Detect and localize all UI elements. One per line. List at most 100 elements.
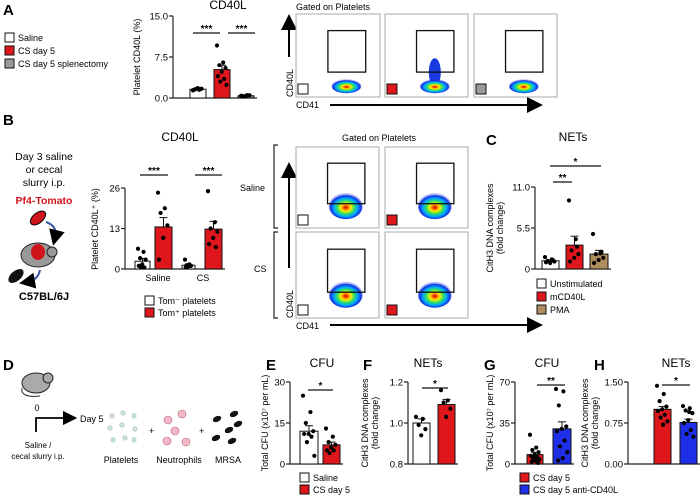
platelet-icon bbox=[110, 437, 116, 443]
legend-swatch bbox=[144, 307, 155, 318]
y-tick-label: 70 bbox=[499, 378, 510, 389]
data-point bbox=[657, 399, 662, 404]
data-point bbox=[660, 407, 665, 412]
bracket-saline bbox=[273, 144, 278, 229]
data-point bbox=[556, 403, 561, 408]
data-point bbox=[303, 420, 308, 426]
data-point bbox=[557, 444, 563, 449]
schematic-b: Day 3 saline or cecal slurry i.p. Pf4-To… bbox=[8, 151, 73, 303]
data-point bbox=[543, 260, 549, 265]
bar bbox=[154, 226, 173, 270]
data-point bbox=[665, 419, 670, 424]
neutrophil-icon bbox=[163, 415, 173, 425]
bar bbox=[204, 228, 223, 270]
data-point bbox=[596, 257, 601, 263]
y-tick-label: 0 bbox=[505, 460, 510, 471]
chart-a: CD40L Platelet CD40L (%) 0.0 7.5 15.0 *** *** bbox=[132, 0, 257, 105]
data-point bbox=[333, 442, 338, 447]
timepoint-day5: Day 5 bbox=[80, 414, 104, 424]
row-label-saline: Saline bbox=[240, 183, 265, 193]
data-point bbox=[239, 93, 244, 98]
group-swatch bbox=[386, 214, 398, 226]
y-axis-label: CitH3 DNA complexes bbox=[485, 183, 495, 273]
row-label-cs: CS bbox=[254, 264, 267, 274]
data-point bbox=[215, 229, 220, 234]
data-point bbox=[326, 440, 331, 445]
chart-e: CFU Total CFU (x10⁷ per mL) 0 15 30 * bbox=[260, 356, 343, 471]
data-point bbox=[687, 409, 692, 415]
data-point bbox=[329, 445, 334, 450]
y-axis-label: CitH3 DNA complexes bbox=[360, 378, 370, 468]
data-point bbox=[211, 235, 216, 240]
gate bbox=[326, 162, 366, 205]
mouse-icon bbox=[21, 372, 54, 397]
platelet-icon bbox=[131, 413, 137, 419]
group-swatch bbox=[475, 83, 487, 95]
data-point bbox=[445, 398, 450, 403]
data-point bbox=[223, 65, 228, 71]
y-tick-label: 13 bbox=[109, 224, 120, 235]
data-point bbox=[331, 448, 336, 453]
data-point bbox=[444, 414, 449, 419]
data-point bbox=[560, 456, 565, 461]
x-tick-label: CS bbox=[197, 273, 210, 283]
data-point bbox=[599, 249, 604, 254]
significance-marker: * bbox=[319, 381, 323, 392]
flow-a-xlabel: CD41 bbox=[296, 100, 319, 110]
data-point bbox=[529, 459, 534, 464]
data-point bbox=[574, 244, 579, 249]
treatment-text: Saline / bbox=[25, 441, 52, 450]
chart-f: NETs CitH3 DNA complexes (fold change) 0.8 1… bbox=[360, 356, 458, 471]
data-point bbox=[438, 388, 444, 393]
timepoint-0: 0 bbox=[34, 403, 39, 413]
data-point bbox=[187, 263, 193, 268]
x-tick-label: Saline bbox=[145, 273, 170, 283]
schematic-d: 0 Day 5 Saline / cecal slurry i.p. + + P… bbox=[11, 372, 243, 465]
data-point bbox=[548, 260, 553, 266]
y-tick-label: 1.2 bbox=[390, 378, 403, 389]
panel-label-g: G bbox=[484, 357, 496, 374]
data-point bbox=[565, 450, 570, 455]
data-point bbox=[683, 408, 688, 413]
gate bbox=[415, 29, 455, 73]
data-point bbox=[658, 415, 663, 420]
plus-sign: + bbox=[149, 426, 154, 436]
legend-label: CS day 5 bbox=[533, 473, 570, 483]
data-point bbox=[553, 386, 559, 392]
flow-plot bbox=[384, 146, 469, 229]
data-point bbox=[688, 428, 693, 433]
legend-swatch bbox=[4, 45, 15, 56]
data-point bbox=[416, 422, 421, 428]
data-point bbox=[591, 260, 597, 266]
platelet-icon bbox=[107, 425, 113, 431]
data-point bbox=[304, 440, 310, 445]
legend-swatch bbox=[536, 291, 547, 302]
data-point bbox=[212, 220, 217, 225]
data-point bbox=[684, 431, 689, 437]
group-swatch bbox=[386, 304, 398, 316]
panel-label-d: D bbox=[3, 357, 14, 374]
y-tick-label: 0.75 bbox=[605, 419, 624, 430]
y-tick-label: 35 bbox=[499, 419, 510, 430]
data-point bbox=[413, 414, 419, 419]
mrsa-label: MRSA bbox=[215, 455, 241, 465]
data-point bbox=[530, 447, 535, 453]
neutrophil-icon bbox=[162, 436, 172, 446]
data-point bbox=[141, 249, 146, 254]
data-point bbox=[138, 255, 143, 261]
data-point bbox=[448, 406, 453, 411]
legend-swatch bbox=[299, 472, 310, 483]
panel-label-h: H bbox=[594, 357, 605, 374]
data-point bbox=[687, 406, 692, 411]
group-swatch bbox=[297, 214, 309, 226]
flow-b-ylabel: CD40L bbox=[285, 290, 295, 318]
chart-title: CD40L bbox=[161, 130, 199, 144]
legend-label: Tom⁺ platelets bbox=[158, 308, 216, 318]
data-point bbox=[191, 87, 196, 92]
y-tick-label: 15 bbox=[274, 419, 285, 430]
flow-a-title: Gated on Platelets bbox=[296, 2, 371, 12]
platelets-label: Platelets bbox=[104, 455, 139, 465]
group-swatch bbox=[297, 304, 309, 316]
data-point bbox=[573, 237, 578, 242]
flow-plot bbox=[295, 13, 381, 98]
